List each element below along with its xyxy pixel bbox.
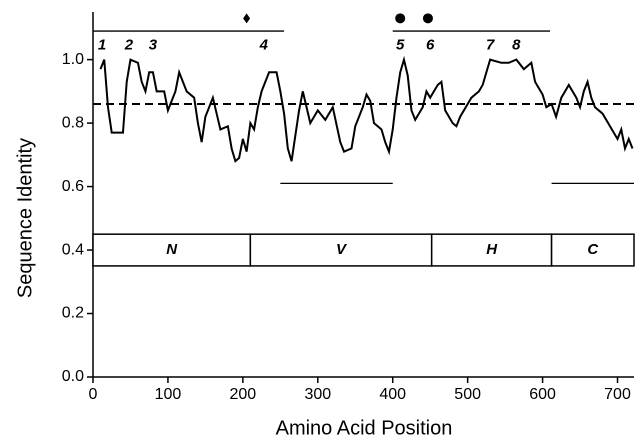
marker xyxy=(422,13,433,24)
annotation: 2 xyxy=(124,36,134,53)
y-tick-label: 0.6 xyxy=(62,178,84,195)
x-tick-label: 400 xyxy=(379,386,406,403)
annotation: 7 xyxy=(486,36,495,53)
domain-box xyxy=(550,233,635,267)
annotation: 1 xyxy=(98,36,106,53)
domain-box xyxy=(249,233,433,267)
y-axis-label: Sequence Identity xyxy=(14,138,36,298)
marker xyxy=(243,13,251,24)
annotation: 8 xyxy=(512,36,521,53)
x-tick-label: 200 xyxy=(230,386,257,403)
annotation: 5 xyxy=(396,36,405,53)
y-tick-label: 1.0 xyxy=(62,51,84,68)
x-tick-label: 600 xyxy=(529,386,556,403)
y-tick-label: 0.0 xyxy=(62,368,84,385)
x-tick-label: 700 xyxy=(604,386,631,403)
annotation: 4 xyxy=(259,36,269,53)
domain-box xyxy=(92,233,252,267)
annotation: 6 xyxy=(426,36,435,53)
domain-label: N xyxy=(166,241,178,258)
y-tick-label: 0.8 xyxy=(62,114,84,131)
domain-box xyxy=(430,233,553,267)
marker xyxy=(395,13,406,24)
y-tick-label: 0.4 xyxy=(62,241,84,258)
x-tick-label: 0 xyxy=(89,386,98,403)
identity-line xyxy=(99,55,634,163)
y-tick-label: 0.2 xyxy=(62,305,84,322)
x-tick-label: 100 xyxy=(155,386,182,403)
domain-label: H xyxy=(486,241,498,258)
annotation: 3 xyxy=(149,36,158,53)
x-tick-label: 300 xyxy=(304,386,331,403)
domain-label: C xyxy=(587,241,599,258)
domain-label: V xyxy=(336,241,348,258)
x-tick-label: 500 xyxy=(454,386,481,403)
x-axis-label: Amino Acid Position xyxy=(276,417,453,439)
